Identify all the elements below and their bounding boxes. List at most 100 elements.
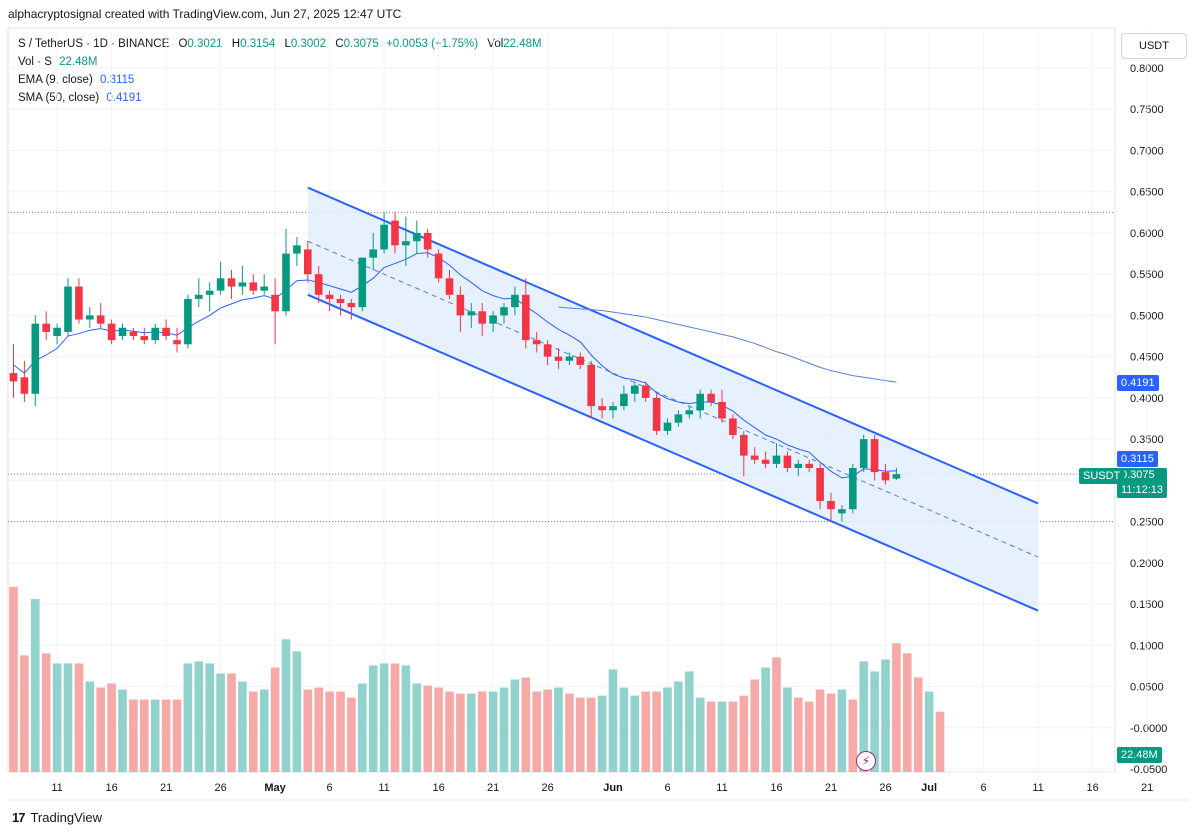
candle-body[interactable] bbox=[805, 463, 813, 468]
legend-symbol-row: S / TetherUS · 1D · BINANCE O0.3021 H0.3… bbox=[18, 35, 542, 53]
candle-body[interactable] bbox=[260, 286, 268, 291]
candle-body[interactable] bbox=[282, 253, 290, 312]
candle-body[interactable] bbox=[336, 298, 345, 304]
candle-body[interactable] bbox=[740, 434, 748, 456]
channel-lower-line[interactable] bbox=[307, 293, 1039, 612]
candle-body[interactable] bbox=[413, 232, 421, 242]
candle-body[interactable] bbox=[271, 294, 279, 312]
candle-body[interactable] bbox=[718, 402, 726, 419]
candle-body[interactable] bbox=[205, 290, 214, 295]
candle-body[interactable] bbox=[173, 340, 181, 345]
candle-body[interactable] bbox=[9, 373, 18, 382]
candle-body[interactable] bbox=[532, 340, 541, 345]
candle-body[interactable] bbox=[358, 257, 367, 308]
candle-body[interactable] bbox=[641, 385, 650, 398]
candle-body[interactable] bbox=[522, 294, 530, 341]
candle-body[interactable] bbox=[489, 315, 497, 324]
candle-body[interactable] bbox=[75, 286, 83, 320]
candle-body[interactable] bbox=[369, 249, 377, 258]
candle-body[interactable] bbox=[162, 327, 170, 337]
candle-body[interactable] bbox=[554, 356, 563, 361]
candle-body[interactable] bbox=[31, 323, 40, 394]
candle-body[interactable] bbox=[859, 439, 868, 468]
candle-body[interactable] bbox=[129, 331, 138, 337]
candle-body[interactable] bbox=[140, 336, 149, 341]
candle-body[interactable] bbox=[53, 327, 61, 337]
candle-body[interactable] bbox=[391, 220, 399, 246]
candle-body[interactable] bbox=[478, 311, 486, 324]
candle-body[interactable] bbox=[696, 393, 704, 411]
legend-ema-row[interactable]: EMA (9, close) 0.3115 bbox=[18, 71, 542, 89]
candle-body[interactable] bbox=[565, 356, 574, 361]
candle-body[interactable] bbox=[772, 455, 781, 464]
sma-50-line[interactable] bbox=[558, 306, 897, 383]
candle-body[interactable] bbox=[620, 393, 628, 407]
candle-body[interactable] bbox=[96, 315, 105, 324]
candle-body[interactable] bbox=[838, 509, 846, 514]
candle-body[interactable] bbox=[42, 323, 50, 332]
volume-bar bbox=[761, 667, 770, 772]
candle-body[interactable] bbox=[631, 385, 639, 394]
candle-body[interactable] bbox=[685, 410, 694, 415]
legend-ema-label: EMA (9, close) bbox=[18, 74, 93, 86]
legend-volume-value: 22.48M bbox=[59, 56, 98, 68]
candle-body[interactable] bbox=[870, 439, 879, 473]
candle-body[interactable] bbox=[456, 294, 465, 316]
candle-body[interactable] bbox=[674, 414, 683, 423]
candle-body[interactable] bbox=[216, 278, 225, 291]
tradingview-logo[interactable]: 17 TradingView bbox=[12, 810, 102, 825]
candle-body[interactable] bbox=[227, 278, 236, 287]
candle-body[interactable] bbox=[892, 474, 901, 479]
candle-body[interactable] bbox=[598, 406, 606, 411]
candle-body[interactable] bbox=[118, 327, 127, 337]
volume-bar bbox=[674, 681, 683, 772]
legend-volume-row[interactable]: Vol · S 22.48M bbox=[18, 53, 542, 71]
ema-9-line[interactable] bbox=[13, 252, 897, 479]
candle-body[interactable] bbox=[184, 298, 192, 345]
candle-body[interactable] bbox=[195, 294, 203, 299]
candle-body[interactable] bbox=[86, 315, 94, 320]
candle-body[interactable] bbox=[652, 397, 661, 431]
channel-middle-line[interactable] bbox=[307, 240, 1039, 558]
candle-body[interactable] bbox=[380, 224, 388, 250]
candle-body[interactable] bbox=[576, 356, 585, 365]
candle-body[interactable] bbox=[64, 286, 72, 332]
lightning-icon[interactable]: ⚡ bbox=[856, 751, 876, 771]
candle-body[interactable] bbox=[314, 274, 323, 295]
candle-body[interactable] bbox=[402, 241, 410, 246]
candle-body[interactable] bbox=[347, 303, 356, 308]
candle-body[interactable] bbox=[587, 364, 595, 407]
candle-body[interactable] bbox=[511, 294, 519, 308]
candle-body[interactable] bbox=[663, 422, 672, 431]
candle-body[interactable] bbox=[500, 307, 508, 316]
candle-body[interactable] bbox=[761, 459, 770, 464]
volume-bar bbox=[532, 691, 541, 772]
candle-body[interactable] bbox=[304, 249, 312, 275]
candle-body[interactable] bbox=[609, 406, 617, 411]
candle-body[interactable] bbox=[325, 294, 334, 299]
candle-body[interactable] bbox=[543, 344, 552, 357]
candle-body[interactable] bbox=[783, 455, 792, 468]
candle-body[interactable] bbox=[107, 323, 116, 341]
candle-body[interactable] bbox=[20, 377, 29, 394]
legend-symbol[interactable]: S / TetherUS · 1D · BINANCE bbox=[18, 38, 170, 50]
candle-body[interactable] bbox=[151, 327, 159, 341]
candle-body[interactable] bbox=[881, 472, 890, 481]
candle-body[interactable] bbox=[423, 232, 432, 250]
candle-body[interactable] bbox=[238, 282, 247, 287]
candle-body[interactable] bbox=[729, 418, 737, 435]
candle-body[interactable] bbox=[816, 467, 824, 501]
candle-body[interactable] bbox=[293, 245, 301, 254]
candle-body[interactable] bbox=[434, 253, 443, 279]
legend-sma-row[interactable]: SMA (50, close) 0.4191 bbox=[18, 89, 542, 107]
candle-body[interactable] bbox=[707, 393, 715, 403]
candle-body[interactable] bbox=[750, 455, 759, 460]
candle-body[interactable] bbox=[467, 311, 476, 316]
candle-body[interactable] bbox=[827, 500, 835, 510]
candle-body[interactable] bbox=[249, 282, 258, 291]
candle-body[interactable] bbox=[849, 467, 857, 510]
candle-body[interactable] bbox=[794, 463, 803, 468]
currency-button[interactable]: USDT bbox=[1121, 33, 1187, 59]
candle-body[interactable] bbox=[445, 278, 454, 295]
